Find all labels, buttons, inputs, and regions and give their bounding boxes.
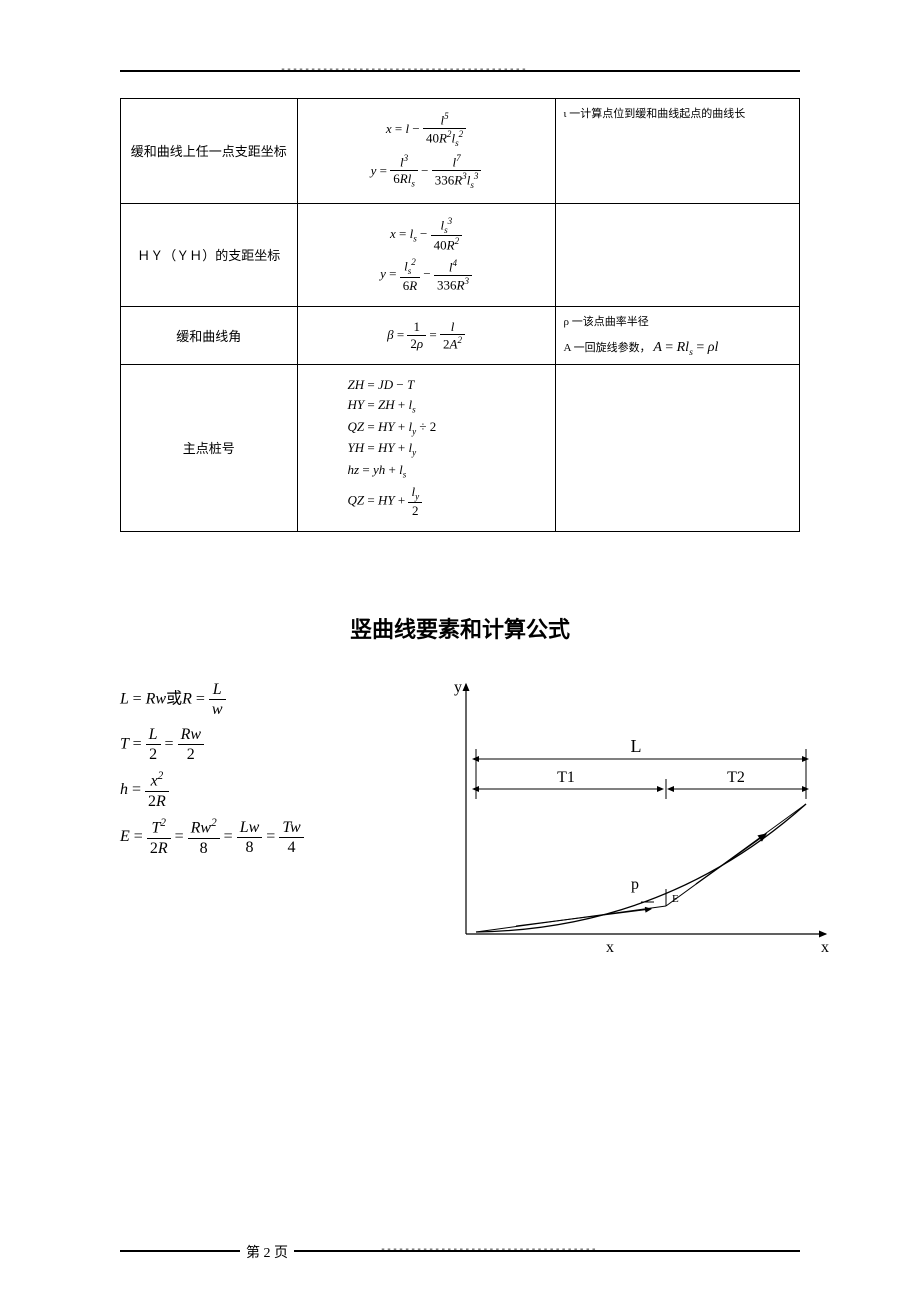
equation: QZ = HY + ly 2 bbox=[348, 484, 549, 519]
diagram-svg: y x L T1 T2 bbox=[436, 674, 836, 974]
T2-label: T2 bbox=[727, 769, 745, 786]
equation: ZH = JD − T bbox=[348, 377, 549, 393]
equation: T = L2 = Rw2 bbox=[120, 725, 406, 764]
footer: 第 2 页 ----------------------------------… bbox=[120, 1250, 800, 1252]
equation: y = l3 6Rls − l7 336R3ls3 bbox=[304, 153, 549, 191]
x-axis-label: x bbox=[821, 939, 829, 956]
row-note: ι 一计算点位到缓和曲线起点的曲线长 bbox=[555, 99, 799, 204]
lower-block: L = Rw或R = Lw T = L2 = Rw2 h = x22R E = … bbox=[120, 674, 800, 979]
curve-diagram: y x L T1 T2 bbox=[436, 674, 836, 979]
row-label: ＨＹ（ＹＨ）的支距坐标 bbox=[121, 203, 298, 306]
T1-label: T1 bbox=[557, 769, 575, 786]
equation: QZ = HY + ly ÷ 2 bbox=[348, 419, 549, 437]
row-note bbox=[555, 365, 799, 531]
footer-dashes: ------------------------------------ bbox=[380, 1244, 597, 1255]
equation: L = Rw或R = Lw bbox=[120, 680, 406, 719]
row-formula: β = 1 2ρ = l 2A2 bbox=[297, 306, 555, 365]
equation: HY = ZH + ls bbox=[348, 397, 549, 415]
equation: x = ls − ls3 40R2 bbox=[304, 216, 549, 254]
equation: E = T22R = Rw28 = Lw8 = Tw4 bbox=[120, 817, 406, 858]
x-bottom-label: x bbox=[606, 939, 614, 956]
table-row: 缓和曲线上任一点支距坐标 x = l − l5 40R2ls2 y = l bbox=[121, 99, 800, 204]
row-formula: x = l − l5 40R2ls2 y = l3 6Rls bbox=[297, 99, 555, 204]
row-label: 缓和曲线角 bbox=[121, 306, 298, 365]
E-label: E bbox=[672, 893, 679, 905]
equation: x = l − l5 40R2ls2 bbox=[304, 111, 549, 149]
row-formula: ZH = JD − T HY = ZH + ls QZ = HY + ly ÷ … bbox=[297, 365, 555, 531]
equation: h = x22R bbox=[120, 770, 406, 811]
table-row: 主点桩号 ZH = JD − T HY = ZH + ls QZ = HY + … bbox=[121, 365, 800, 531]
footer-rule: 第 2 页 ----------------------------------… bbox=[120, 1250, 800, 1252]
L-label: L bbox=[630, 736, 641, 756]
header-dashes: ----------------------------------------… bbox=[280, 64, 527, 75]
equation: hz = yh + ls bbox=[348, 462, 549, 480]
row-label: 主点桩号 bbox=[121, 365, 298, 531]
p-label: p bbox=[631, 876, 639, 893]
equation: β = 1 2ρ = l 2A2 bbox=[304, 319, 549, 353]
table-row: ＨＹ（ＹＨ）的支距坐标 x = ls − ls3 40R2 y = ls2 bbox=[121, 203, 800, 306]
equations-left: L = Rw或R = Lw T = L2 = Rw2 h = x22R E = … bbox=[120, 674, 406, 979]
y-axis-label: y bbox=[454, 679, 462, 696]
page-content: ----------------------------------------… bbox=[0, 0, 920, 979]
row-label: 缓和曲线上任一点支距坐标 bbox=[121, 99, 298, 204]
equation: y = ls2 6R − l4 336R3 bbox=[304, 257, 549, 293]
header-rule: ----------------------------------------… bbox=[120, 70, 800, 72]
row-note: ρ 一该点曲率半径 A 一回旋线参数， A = Rls = ρl bbox=[555, 306, 799, 365]
section-title: 竖曲线要素和计算公式 bbox=[120, 612, 800, 644]
table-row: 缓和曲线角 β = 1 2ρ = l 2A2 ρ 一该点曲率半 bbox=[121, 306, 800, 365]
formula-table: 缓和曲线上任一点支距坐标 x = l − l5 40R2ls2 y = l bbox=[120, 98, 800, 532]
page-number: 第 2 页 bbox=[240, 1242, 294, 1262]
equation: YH = HY + ly bbox=[348, 440, 549, 458]
row-note bbox=[555, 203, 799, 306]
row-formula: x = ls − ls3 40R2 y = ls2 6R − bbox=[297, 203, 555, 306]
